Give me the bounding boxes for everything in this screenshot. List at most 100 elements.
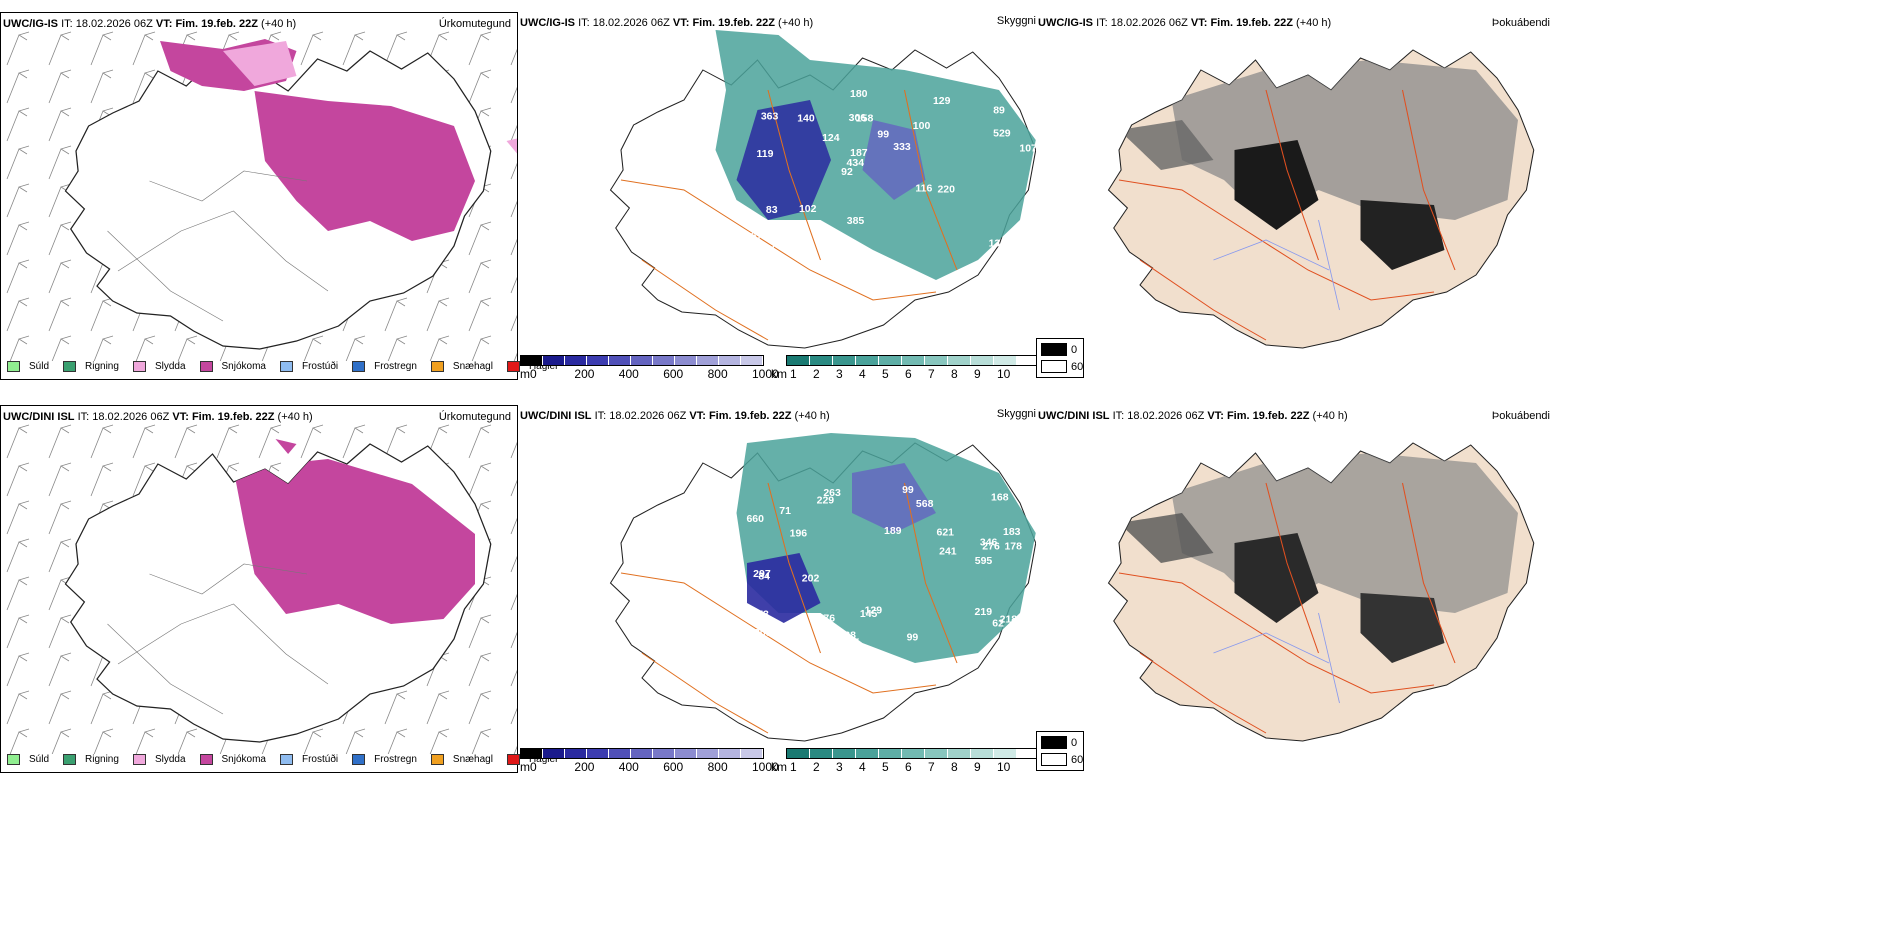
visibility-value: 158 <box>856 114 874 125</box>
panel-type-label: Skyggni <box>996 408 1036 420</box>
visibility-value-labels: 134 119 89 92 100 76 306 99 83 124 167 180 158 333 220… <box>745 89 1036 252</box>
visibility-value: 568 <box>916 499 934 510</box>
fog-panel-row1: UWC/IG-IS IT: 18.02.2026 06Z VT: Fim. 19… <box>1036 12 1558 380</box>
panel-type-label: Skyggni <box>996 15 1036 27</box>
legend-item: Súld <box>7 754 49 765</box>
colorbar-cell <box>971 749 994 758</box>
colorbar-tick: 7 <box>928 760 935 774</box>
colorbar-cell <box>587 356 609 365</box>
colorbar-cell <box>609 356 631 365</box>
visibility-value: 102 <box>799 204 817 215</box>
visibility-value-labels: 2191832181892052633462761681961786605952… <box>746 485 1036 648</box>
visibility-value: 218 <box>1000 615 1018 626</box>
colorbar-cell <box>948 356 971 365</box>
colorbar-tick: 8 <box>951 760 958 774</box>
colorbar-unit: m <box>520 367 530 381</box>
colorbar-cell <box>675 356 697 365</box>
colorbar-cell <box>879 356 902 365</box>
precip-map <box>1 424 517 754</box>
visibility-value: 183 <box>1003 527 1021 538</box>
colorbar-tick: 9 <box>974 367 981 381</box>
visibility-colorbar: m 0 200 400 600 800 1000 km 1 2 3 4 5 6 7 8 9 10 <box>518 355 1041 381</box>
precip-legend: Súld Rigning Slydda Snjókoma Frostúði Fr… <box>7 361 571 372</box>
precip-panel-row1: UWC/IG-IS IT: 18.02.2026 06Z VT: Fim. 19… <box>0 12 557 380</box>
visibility-value: 99 <box>902 485 914 496</box>
colorbar-cell <box>902 356 925 365</box>
visibility-value: 71 <box>779 506 791 517</box>
colorbar-cell <box>948 749 971 758</box>
colorbar-cell <box>653 749 675 758</box>
colorbar-tick: 6 <box>905 367 912 381</box>
colorbar-tick: 2 <box>813 760 820 774</box>
colorbar-tick: 200 <box>574 760 595 774</box>
visibility-value: 660 <box>746 514 764 525</box>
fog-legend-value: 0 <box>1071 344 1078 356</box>
visibility-value: 145 <box>860 609 878 620</box>
visibility-value: 346 <box>980 538 998 549</box>
legend-item: Snæhagl <box>430 754 493 765</box>
colorbar-tick: 200 <box>574 367 595 381</box>
colorbar-tick: 10 <box>997 760 1011 774</box>
colorbar-cell <box>810 749 833 758</box>
visibility-value: 89 <box>993 106 1005 117</box>
visibility-value: 529 <box>993 129 1011 140</box>
fog-panel-row2: UWC/DINI ISL IT: 18.02.2026 06Z VT: Fim.… <box>1036 405 1558 773</box>
colorbar-tick: 600 <box>663 367 684 381</box>
legend-item: Súld <box>7 361 49 372</box>
visibility-value: 136 <box>1020 610 1036 621</box>
colorbar-cell <box>675 749 697 758</box>
visibility-value: 124 <box>822 133 840 144</box>
panel-type-label: Úrkomutegund <box>438 18 511 30</box>
fog-map <box>1107 49 1535 349</box>
visibility-value: 138 <box>838 631 856 642</box>
fog-legend-row1: 0 60 <box>1036 338 1084 378</box>
visibility-value: 84 <box>758 572 770 583</box>
colorbar-tick: 3 <box>836 760 843 774</box>
visibility-value: 187 <box>850 148 868 159</box>
precip-panel-row2: UWC/DINI ISL IT: 18.02.2026 06Z VT: Fim.… <box>0 405 557 773</box>
colorbar-cell <box>653 356 675 365</box>
colorbar-tick: 0 <box>530 367 537 381</box>
colorbar-tick: 400 <box>618 760 639 774</box>
colorbar-cell <box>787 749 810 758</box>
visibility-value: 202 <box>802 573 820 584</box>
colorbar-cell <box>741 749 763 758</box>
colorbar-tick: 1 <box>790 367 797 381</box>
colorbar-cell <box>879 749 902 758</box>
legend-item: Snæhagl <box>430 361 493 372</box>
colorbar-cell <box>833 749 856 758</box>
colorbar-tick: 4 <box>859 367 866 381</box>
colorbar-cell <box>565 749 587 758</box>
visibility-value: 595 <box>975 556 993 567</box>
colorbar-tick: 1000 <box>752 367 779 381</box>
visibility-value: 168 <box>991 493 1009 504</box>
colorbar-cell <box>587 749 609 758</box>
colorbar-cell <box>833 356 856 365</box>
colorbar-tick: 0 <box>530 760 537 774</box>
fog-swatch <box>1041 753 1067 766</box>
panel-type-label: Þokuábendi <box>1491 17 1550 29</box>
colorbar-tick: 800 <box>707 760 728 774</box>
fog-swatch <box>1041 343 1067 356</box>
panel-type-label: Þokuábendi <box>1491 410 1550 422</box>
legend-item: Rigning <box>63 754 119 765</box>
visibility-value: 178 <box>1004 541 1022 552</box>
colorbar-tick: 800 <box>707 367 728 381</box>
colorbar-tick: 2 <box>813 367 820 381</box>
colorbar-tick: 4 <box>859 760 866 774</box>
colorbar-cell <box>971 356 994 365</box>
visibility-colorbar: m 0 200 400 600 800 1000 km 1 2 3 4 5 6 7 8 9 10 <box>518 748 1041 774</box>
panel-title: UWC/IG-IS IT: 18.02.2026 06Z VT: Fim. 19… <box>3 18 297 30</box>
legend-item: Slydda <box>132 754 186 765</box>
colorbar-tick: 1000 <box>752 760 779 774</box>
visibility-value: 62 <box>992 619 1004 630</box>
visibility-value: 119 <box>757 149 774 160</box>
visibility-value: 276 <box>818 614 836 625</box>
colorbar-cell <box>856 356 879 365</box>
visibility-value: 363 <box>761 112 779 123</box>
visibility-value: 116 <box>915 184 932 195</box>
colorbar-tick: 1 <box>790 760 797 774</box>
visibility-map: 2191832181892052633462761681961786605952… <box>609 433 1036 742</box>
visibility-panel-row1: UWC/IG-IS IT: 18.02.2026 06Z VT: Fim. 19… <box>518 12 1041 381</box>
visibility-value: 99 <box>907 633 919 644</box>
